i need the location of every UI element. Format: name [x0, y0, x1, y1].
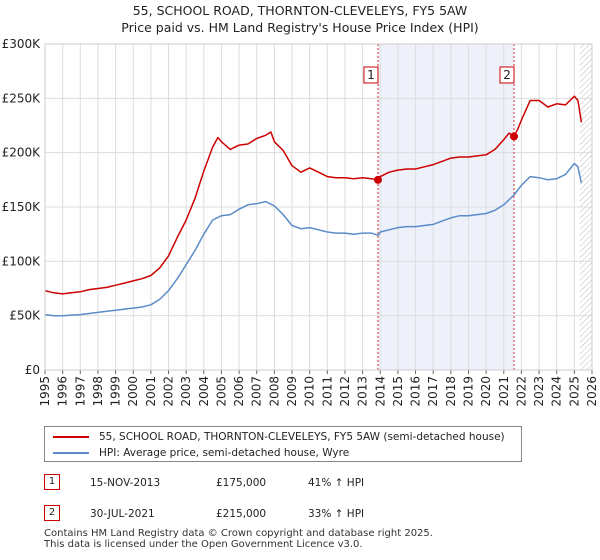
sale-label-number: 2: [503, 68, 511, 82]
x-tick-label: 2025: [567, 376, 581, 407]
x-tick-label: 2010: [303, 376, 317, 407]
x-tick-label: 2005: [214, 376, 228, 407]
sale-badge-1: 1: [44, 474, 60, 490]
x-tick-label: 1996: [56, 376, 70, 407]
x-tick-label: 1999: [109, 376, 123, 407]
sale-date-2: 30-JUL-2021: [90, 508, 155, 520]
price-chart: £0 £50K £100K £150K £200K £250K £300K 1995 1996…: [2, 37, 599, 407]
x-tick-label: 2003: [179, 376, 193, 407]
x-tick-label: 2002: [162, 376, 176, 407]
sale-row-2: 2 30-JUL-2021 £215,000 33% ↑ HPI: [44, 504, 564, 524]
sale-point: [373, 175, 382, 184]
hpi-line: [44, 162, 583, 317]
chart-subtitle: Price paid vs. HM Land Registry's House …: [121, 20, 479, 35]
x-tick-label: 2023: [532, 376, 546, 407]
sale-label-box: [499, 66, 515, 84]
x-tick-label: 2007: [250, 376, 264, 407]
legend-label-hpi: HPI: Average price, semi-detached house,…: [99, 447, 350, 459]
legend-label-property: 55, SCHOOL ROAD, THORNTON-CLEVELEYS, FY5…: [99, 431, 505, 443]
x-tick-label: 2021: [497, 376, 511, 407]
x-tick-label: 2001: [144, 376, 158, 407]
x-tick-label: 2011: [320, 376, 334, 407]
x-tick-label: 1998: [91, 376, 105, 407]
x-tick-label: 2026: [585, 376, 599, 407]
sale-hpi-1: 41% ↑ HPI: [308, 477, 365, 489]
y-tick-label: £250K: [2, 91, 42, 105]
legend-swatch-red: [53, 436, 89, 438]
sale-hpi-2: 33% ↑ HPI: [308, 508, 365, 520]
sale-badge-2: 2: [44, 505, 60, 521]
x-tick-label: 2020: [479, 376, 493, 407]
plot-frame: [44, 43, 593, 371]
y-tick-label: £0: [25, 363, 40, 377]
footer-attribution: Contains HM Land Registry data © Crown c…: [44, 528, 433, 550]
sale-row-1: 1 15-NOV-2013 £175,000 41% ↑ HPI: [44, 473, 564, 493]
x-tick-label: 1995: [38, 376, 52, 407]
x-tick-label: 2009: [285, 376, 299, 407]
x-tick-label: 2008: [267, 376, 281, 407]
sale-price-1: £175,000: [216, 477, 267, 489]
x-tick-label: 2019: [461, 376, 475, 407]
x-tick-label: 2016: [409, 376, 423, 407]
y-tick-label: £300K: [2, 37, 42, 51]
sale-point: [510, 132, 519, 141]
sale-label-box: [363, 66, 379, 84]
x-tick-label: 2022: [514, 376, 528, 407]
x-tick-label: 2018: [444, 376, 458, 407]
x-tick-label: 2006: [232, 376, 246, 407]
x-tick-label: 2013: [356, 376, 370, 407]
x-tick-label: 2014: [373, 376, 387, 407]
footer-line-2: This data is licensed under the Open Gov…: [44, 539, 363, 550]
x-tick-label: 2024: [550, 376, 564, 407]
x-tick-label: 1997: [73, 376, 87, 407]
y-tick-label: £100K: [2, 254, 42, 268]
chart-title-main: 55, SCHOOL ROAD, THORNTON-CLEVELEYS, FY5…: [132, 3, 468, 18]
x-tick-label: 2000: [126, 376, 140, 407]
y-tick-label: £150K: [2, 200, 42, 214]
sale-date-1: 15-NOV-2013: [90, 477, 161, 489]
x-tick-label: 2017: [426, 376, 440, 407]
footer-line-1: Contains HM Land Registry data © Crown c…: [44, 528, 433, 539]
x-tick-label: 2015: [391, 376, 405, 407]
y-tick-label: £200K: [2, 146, 42, 160]
legend-swatch-blue: [53, 452, 89, 454]
x-tick-label: 2012: [338, 376, 352, 407]
y-tick-label: £50K: [9, 309, 41, 323]
x-tick-label: 2004: [197, 376, 211, 407]
property-price-line: [44, 95, 583, 295]
sale-label-number: 1: [367, 68, 375, 82]
chart-title: 55, SCHOOL ROAD, THORNTON-CLEVELEYS, FY5…: [0, 2, 600, 36]
sale-price-2: £215,000: [216, 508, 267, 520]
chart-legend: 55, SCHOOL ROAD, THORNTON-CLEVELEYS, FY5…: [44, 426, 522, 462]
